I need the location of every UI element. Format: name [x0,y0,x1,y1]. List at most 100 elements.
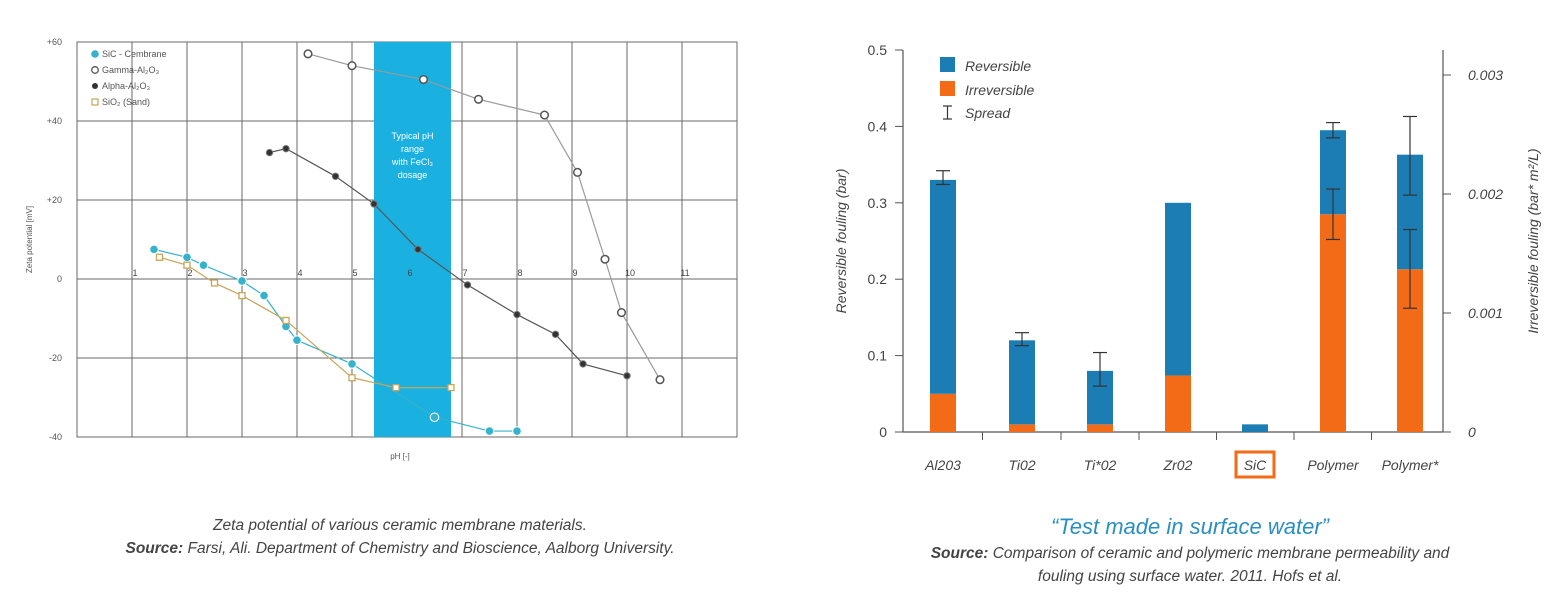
y2-axis-label: Irreversible fouling (bar* m²/L) [1525,148,1541,333]
data-point [392,383,400,392]
y-tick-label: 0.4 [868,118,888,134]
band-label-line: dosage [398,170,428,180]
bar-reversible [1009,340,1035,425]
data-point [348,374,356,382]
x-axis-label: pH [-] [390,452,410,461]
zeta-potential-chart: Typical pH range with FeCl₃ dosage +60 +40 +20… [25,37,738,461]
legend-label: Reversible [965,58,1031,74]
legend-marker [91,98,99,106]
y-tick-label: +20 [47,195,62,205]
data-point [473,94,484,104]
data-point [265,148,274,157]
data-point [623,372,631,380]
data-point [418,74,429,85]
data-point [238,291,246,300]
series-line [159,256,451,389]
right-caption-source: Source: Comparison of ceramic and polyme… [780,542,1550,565]
legend-label: Gamma-Al₂O₃ [102,65,159,75]
y2-tick-label: 0 [1468,424,1476,440]
fouling-bar-chart: 0 0.1 0.2 0.3 0.4 0.5 0 0.001 0.002 0.003 Al203 Ti0… [833,42,1541,479]
x-tick-label: 8 [517,268,522,278]
category-label: SiC [1244,457,1267,473]
band-label-line: range [401,144,424,154]
y-tick-label: 0.5 [868,42,888,58]
ph-band [374,42,451,437]
bar-reversible [930,179,956,394]
y-tick-label: +60 [47,37,62,47]
x-tick-label: 3 [242,268,247,278]
data-point [484,426,495,436]
x-tick-label: 1 [132,268,137,278]
legend-swatch-reversible [940,57,955,72]
y2-tick-label: 0.003 [1468,67,1503,83]
y-tick-label: 0.2 [868,271,888,287]
bar-irreversible [1320,214,1346,432]
x-tick-label: 4 [297,268,302,278]
x-tick-label: 2 [187,268,192,278]
legend-label: Spread [965,105,1011,121]
data-point [414,245,422,254]
right-caption: “Test made in surface water” Source: Com… [780,512,1550,588]
data-point [429,412,440,423]
data-point [149,244,159,255]
category-label: Ti02 [1008,457,1035,473]
data-point [331,172,340,181]
right-source-text-2: fouling using surface water. 2011. Hofs … [1037,568,1343,585]
legend-label: Alpha-Al₂O₃ [102,81,151,91]
y-tick-label: -20 [49,353,62,363]
x-tick-label: 11 [680,268,689,278]
y-axis-label: Reversible fouling (bar) [833,169,849,314]
data-point [655,375,665,385]
x-tick-label: 9 [572,268,577,278]
x-tick-label: 7 [462,268,467,278]
left-source-label: Source: [125,540,184,557]
x-tick-label: 5 [352,268,357,278]
y-tick-label: 0.3 [868,195,888,211]
left-source-text: Farsi, Ali. Department of Chemistry and … [187,540,675,557]
y-tick-label: 0.1 [868,348,888,364]
legend-label: SiC - Cembrane [102,49,167,59]
y-tick-label: 0 [879,424,887,440]
data-point [198,260,209,270]
data-point [282,316,290,325]
legend-swatch-irreversible [940,81,955,96]
data-point [447,383,455,392]
bar-irreversible [1087,424,1113,432]
highlight-box [1234,450,1276,479]
legend-marker [91,66,99,74]
data-point [237,276,247,286]
y-axis-label: Zeta potential [mV] [25,206,34,273]
y2-tick-label: 0.001 [1468,305,1503,321]
data-point [551,330,560,338]
category-label: Polymer [1307,457,1360,473]
y-tick-label: 0 [57,274,62,284]
band-label-line: with FeCl₃ [391,157,434,167]
bar-irreversible [930,393,956,432]
category-label: Zr02 [1163,457,1193,473]
y-tick-label: +40 [47,116,62,126]
y2-tick-label: 0.002 [1468,186,1503,202]
data-point [512,426,522,436]
left-caption: Zeta potential of various ceramic membra… [0,514,800,560]
data-point [347,359,357,369]
data-point [579,360,587,368]
data-point [539,110,550,120]
data-point [347,61,357,71]
bar-reversible [1242,424,1268,432]
data-point [292,335,302,346]
data-point [259,290,269,301]
data-point [463,281,472,289]
data-point [282,144,290,153]
data-point [600,254,610,264]
data-point [513,310,521,319]
data-point [303,49,313,59]
left-caption-source: Source: Farsi, Ali. Department of Chemis… [0,537,800,560]
left-caption-title: Zeta potential of various ceramic membra… [213,517,587,534]
data-point [616,308,627,318]
legend-label: SiO₂ (Sand) [102,97,150,107]
data-point [210,279,219,287]
legend-label: Irreversible [965,82,1034,98]
category-label: Ti*02 [1084,457,1117,473]
bar-irreversible [1009,424,1035,432]
y-tick-label: -40 [49,432,62,442]
